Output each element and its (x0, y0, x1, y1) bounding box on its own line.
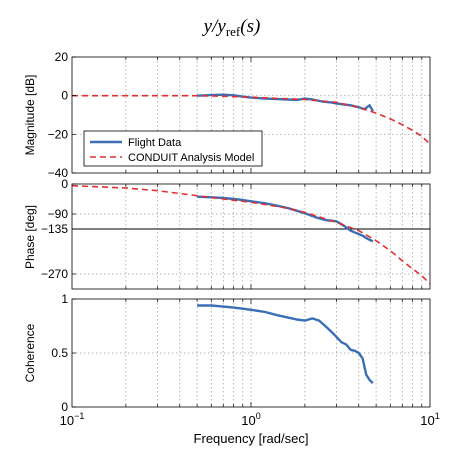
magnitude-ytick-label: 20 (55, 50, 69, 64)
magnitude-ytick-label: −20 (48, 127, 69, 141)
coherence-ytick-label: 0.5 (51, 346, 68, 360)
legend-flight-data-label: Flight Data (128, 137, 182, 149)
coherence-xtick-label: 100 (241, 411, 260, 428)
coherence-ytick-label: 1 (61, 292, 68, 306)
magnitude-ytick-label: 0 (61, 89, 68, 103)
magnitude-series-conduit-analysis-model (72, 94, 431, 145)
magnitude-ylabel: Magnitude [dB] (23, 75, 37, 156)
magnitude-ytick-label: −40 (48, 166, 69, 180)
phase-panel: 0 −90−135 −270 Phase [deg] (23, 177, 431, 290)
coherence-ylabel: Coherence (23, 323, 37, 382)
frequency-xlabel: Frequency [rad/sec] (194, 431, 309, 446)
phase-ylabel: Phase [deg] (23, 205, 37, 269)
coherence-axes-frame (71, 298, 431, 408)
legend-box (83, 130, 263, 167)
title-arg: (s) (240, 16, 260, 37)
phase-ytick-label: −135 (41, 222, 68, 236)
coherence-xtick-label: 10−1 (60, 411, 85, 428)
title-sub: ref (226, 24, 241, 39)
phase-series-conduit-analysis-model (71, 184, 431, 285)
phase-axes-frame (71, 183, 431, 290)
title-main: y/y (202, 16, 227, 37)
coherence-series-flight-data (197, 304, 374, 385)
phase-ytick-label: −90 (48, 207, 69, 221)
phase-ytick-label: −270 (41, 267, 68, 281)
coherence-ytick-label: 0 (61, 400, 68, 414)
coherence-panel: 0 0.5 1 10−1 100 101 Coherence Frequency [ra… (23, 292, 440, 446)
magnitude-panel: −40 −20 0 20 Magnitude [dB] Flight Data CON… (23, 50, 431, 180)
legend: Flight Data CONDUIT Analysis Model (83, 130, 263, 167)
phase-ytick-label: 0 (61, 177, 68, 191)
magnitude-axes-frame (71, 56, 431, 174)
figure-title: y/yref(s) (202, 16, 261, 39)
phase-series-flight-data (197, 195, 374, 243)
coherence-xtick-label: 101 (420, 411, 439, 428)
legend-conduit-label: CONDUIT Analysis Model (128, 152, 254, 164)
